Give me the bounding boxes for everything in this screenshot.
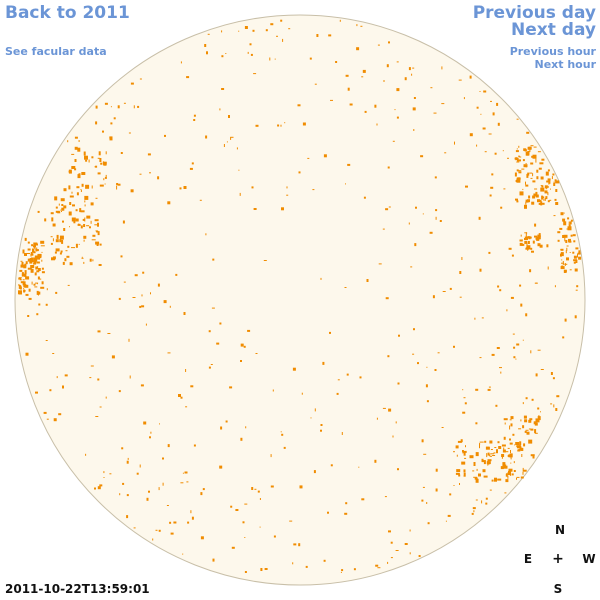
previous-day-link[interactable]: Previous day (472, 3, 596, 23)
next-day-link[interactable]: Next day (511, 20, 596, 40)
compass-west-label: W (582, 552, 596, 566)
observation-timestamp: 2011-10-22T13:59:01 (5, 582, 150, 596)
compass-south-label: S (553, 582, 563, 596)
compass-north-label: N (554, 523, 566, 537)
compass-east-label: E (523, 552, 533, 566)
compass-center-icon: + (552, 551, 564, 567)
back-to-year-link[interactable]: Back to 2011 (5, 3, 130, 23)
magnetic-features (18, 19, 582, 573)
next-hour-link[interactable]: Next hour (534, 58, 597, 71)
solar-disk (14, 14, 586, 586)
previous-hour-link[interactable]: Previous hour (509, 45, 596, 58)
see-facular-data-link[interactable]: See facular data (5, 45, 107, 58)
